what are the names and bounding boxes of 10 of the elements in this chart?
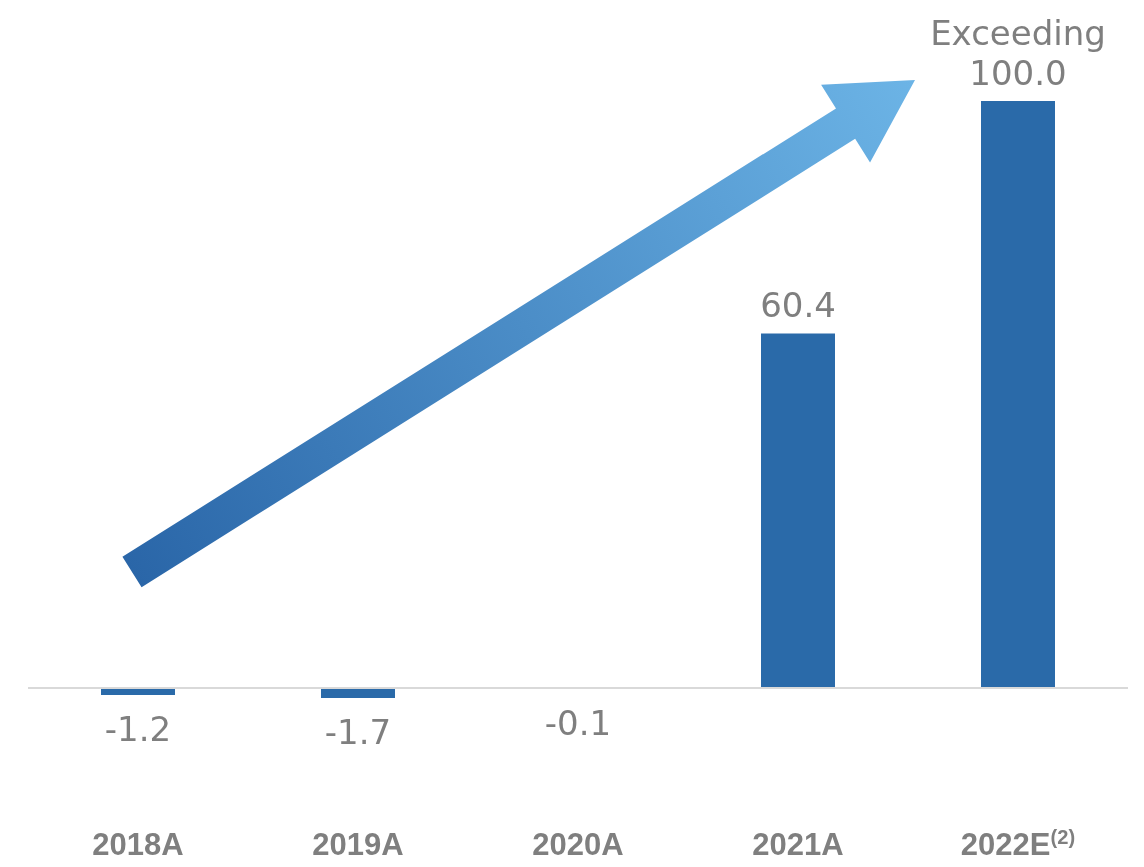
data-label: -1.7 xyxy=(324,712,392,752)
data-label: -0.1 xyxy=(544,702,612,743)
x-tick-label: 2019A xyxy=(312,827,404,862)
x-tick-label: 2022E$^{(2)}$ xyxy=(960,826,1076,862)
x-tick-label: 2020A xyxy=(532,827,624,862)
x-tick-label: 2018A xyxy=(92,827,184,862)
data-label: Exceeding 100.0 xyxy=(930,13,1106,93)
data-label: 60.4 xyxy=(760,285,836,326)
x-tick-label: 2021A xyxy=(752,827,844,862)
data-label: -1.2 xyxy=(104,709,172,750)
